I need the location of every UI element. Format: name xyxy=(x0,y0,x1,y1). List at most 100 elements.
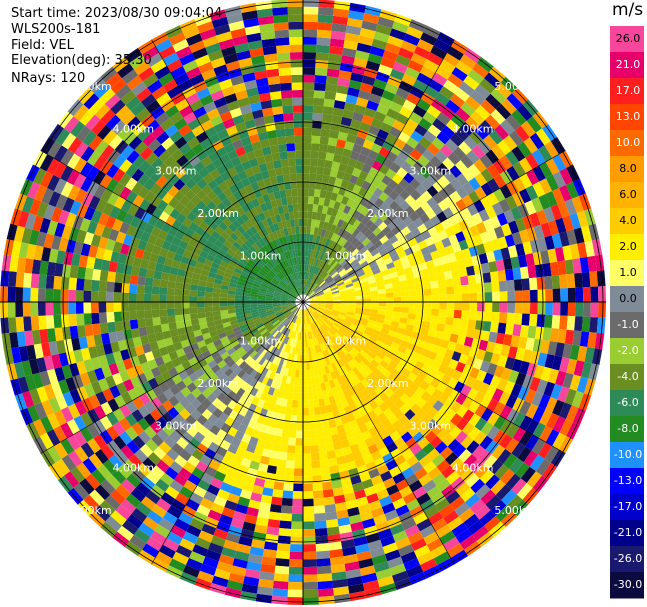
velocity-cell xyxy=(289,551,303,560)
velocity-cell xyxy=(458,326,468,337)
velocity-cell xyxy=(295,323,299,332)
velocity-cell xyxy=(247,403,257,413)
velocity-cell xyxy=(95,391,108,406)
velocity-cell xyxy=(275,397,283,406)
velocity-cell xyxy=(100,188,113,203)
velocity-cell xyxy=(348,79,362,90)
velocity-cell xyxy=(126,367,137,380)
velocity-cell xyxy=(407,221,418,232)
velocity-cell xyxy=(257,297,266,301)
velocity-cell xyxy=(303,256,306,265)
velocity-cell xyxy=(368,371,378,381)
velocity-cell xyxy=(451,222,463,235)
velocity-cell xyxy=(310,303,318,307)
velocity-cell xyxy=(61,264,72,278)
velocity-cell xyxy=(319,343,325,352)
velocity-cell xyxy=(129,274,139,285)
velocity-cell xyxy=(388,248,398,258)
velocity-cell xyxy=(249,302,258,305)
velocity-cell xyxy=(343,553,359,564)
velocity-cell xyxy=(291,399,298,408)
velocity-cell xyxy=(269,327,277,335)
velocity-cell xyxy=(201,388,212,399)
velocity-cell xyxy=(248,499,261,510)
velocity-cell xyxy=(384,42,401,55)
velocity-cell xyxy=(426,448,440,461)
velocity-cell xyxy=(325,303,334,306)
velocity-cell xyxy=(407,531,424,545)
velocity-cell xyxy=(552,415,566,433)
velocity-cell xyxy=(478,252,489,265)
velocity-cell xyxy=(376,363,386,373)
velocity-cell xyxy=(286,143,296,152)
velocity-cell xyxy=(312,330,317,339)
velocity-cell xyxy=(232,558,248,569)
velocity-cell xyxy=(303,460,312,469)
velocity-cell xyxy=(303,248,306,257)
velocity-cell xyxy=(65,212,77,228)
velocity-cell xyxy=(493,342,504,355)
velocity-cell xyxy=(387,556,404,569)
velocity-cell xyxy=(419,65,436,79)
velocity-cell xyxy=(39,217,51,234)
velocity-cell xyxy=(357,89,371,101)
velocity-cell xyxy=(443,270,453,280)
velocity-cell xyxy=(227,443,239,455)
velocity-cell xyxy=(321,262,328,271)
velocity-cell xyxy=(362,264,371,272)
velocity-cell xyxy=(461,310,470,320)
velocity-cell xyxy=(235,332,244,340)
velocity-cell xyxy=(575,302,584,317)
velocity-cell xyxy=(397,345,407,354)
velocity-cell xyxy=(344,561,360,572)
velocity-cell xyxy=(243,576,260,587)
velocity-cell xyxy=(469,499,486,514)
velocity-cell xyxy=(267,75,281,86)
velocity-cell xyxy=(451,369,463,382)
velocity-cell xyxy=(393,291,402,298)
velocity-cell xyxy=(83,313,93,325)
velocity-cell xyxy=(281,97,293,107)
velocity-cell xyxy=(63,116,80,133)
velocity-cell xyxy=(196,414,208,426)
velocity-cell xyxy=(574,272,583,288)
velocity-cell xyxy=(429,435,443,449)
velocity-cell xyxy=(53,302,61,316)
velocity-cell xyxy=(499,434,513,449)
velocity-cell xyxy=(150,226,162,238)
velocity-cell xyxy=(304,309,307,317)
velocity-cell xyxy=(426,406,439,419)
velocity-cell xyxy=(406,564,424,578)
velocity-cell xyxy=(436,131,450,145)
velocity-cell xyxy=(272,106,284,115)
velocity-cell xyxy=(495,505,512,522)
velocity-cell xyxy=(207,359,218,369)
velocity-cell xyxy=(522,290,531,302)
velocity-cell xyxy=(251,285,260,291)
velocity-cell xyxy=(478,339,489,352)
velocity-cell xyxy=(151,294,160,302)
velocity-cell xyxy=(368,93,382,104)
velocity-cell xyxy=(334,502,348,512)
velocity-cell xyxy=(191,467,205,480)
velocity-cell xyxy=(60,438,75,455)
velocity-cell xyxy=(564,259,575,275)
velocity-cell xyxy=(545,288,553,302)
velocity-cell xyxy=(303,309,305,318)
velocity-cell xyxy=(109,205,121,219)
velocity-cell xyxy=(313,275,319,283)
velocity-cell xyxy=(524,200,537,216)
velocity-cell xyxy=(283,288,291,294)
velocity-cell xyxy=(385,424,397,436)
velocity-cell xyxy=(246,506,259,517)
velocity-cell xyxy=(324,275,332,282)
velocity-cell xyxy=(392,94,407,107)
velocity-cell xyxy=(323,397,331,406)
velocity-cell xyxy=(143,178,156,191)
velocity-cell xyxy=(318,398,326,407)
velocity-cell xyxy=(416,295,425,302)
velocity-cell xyxy=(102,249,113,262)
velocity-cell xyxy=(312,490,324,499)
velocity-cell xyxy=(444,348,455,360)
velocity-cell xyxy=(30,315,40,331)
